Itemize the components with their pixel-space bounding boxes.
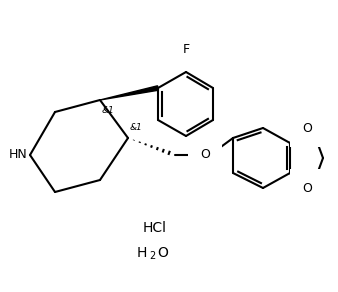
Polygon shape: [100, 86, 159, 100]
Text: &1: &1: [130, 123, 143, 132]
Text: O: O: [200, 149, 210, 161]
Text: 2: 2: [149, 251, 155, 261]
Text: O: O: [302, 121, 312, 135]
Text: F: F: [183, 43, 190, 56]
Text: O: O: [302, 182, 312, 194]
Text: &1: &1: [102, 106, 115, 115]
Text: O: O: [157, 246, 168, 260]
Text: HCl: HCl: [143, 221, 167, 235]
Text: HN: HN: [9, 149, 28, 161]
Text: H: H: [137, 246, 147, 260]
